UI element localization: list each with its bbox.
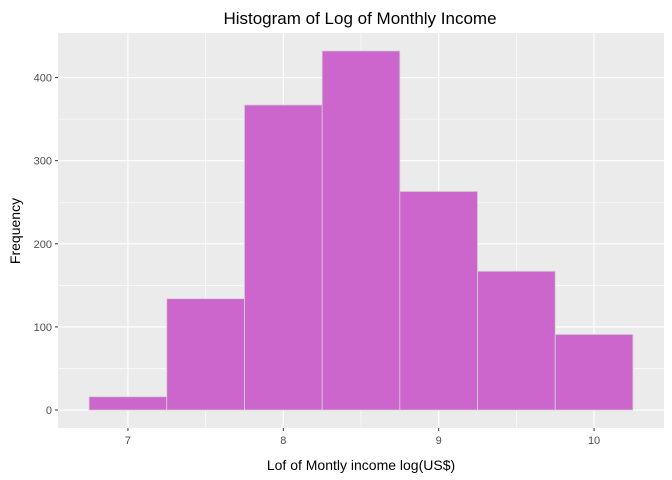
histogram-bar: [554, 334, 634, 411]
y-axis-title: Frequency: [7, 198, 23, 264]
y-tick-label: 200: [34, 239, 52, 251]
x-axis-title: Lof of Montly income log(US$): [267, 457, 455, 473]
histogram-bar: [166, 298, 245, 411]
histogram-bar: [321, 50, 401, 411]
bars: [88, 50, 634, 411]
y-tick-label: 100: [34, 322, 52, 334]
y-tick-label: 400: [34, 73, 52, 85]
histogram-bar: [88, 396, 168, 411]
y-axis: 0 100 200 300 400: [34, 73, 58, 417]
x-tick-label: 7: [125, 435, 131, 447]
y-tick-label: 300: [34, 156, 52, 168]
x-tick-label: 9: [436, 435, 442, 447]
histogram-bar: [399, 191, 478, 411]
histogram-bar: [244, 104, 323, 411]
y-tick-label: 0: [46, 405, 52, 417]
histogram-bar: [477, 270, 556, 411]
x-tick-label: 10: [588, 435, 600, 447]
x-axis: 7 8 9 10: [125, 428, 600, 447]
x-tick-label: 8: [280, 435, 286, 447]
chart-title: Histogram of Log of Monthly Income: [223, 9, 496, 28]
